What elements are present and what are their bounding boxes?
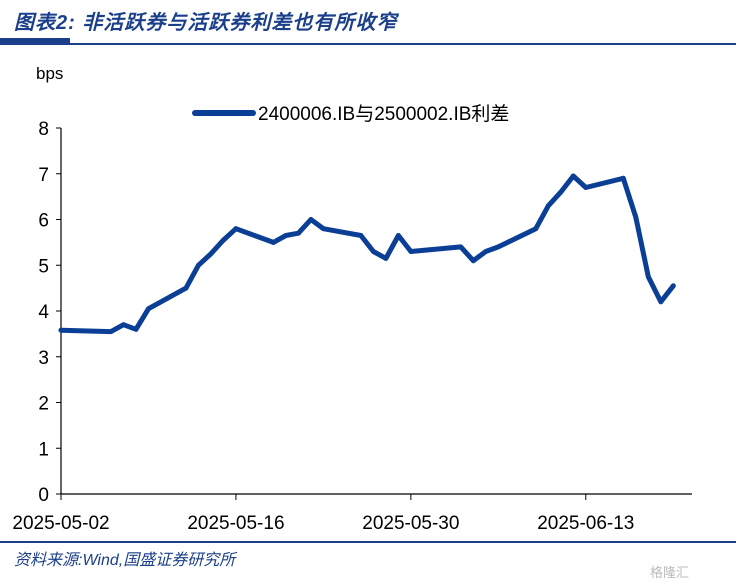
data-point	[183, 285, 189, 291]
x-tick-label: 2025-05-16	[187, 513, 284, 534]
series-line	[58, 173, 676, 335]
data-point	[545, 203, 551, 209]
data-point	[108, 329, 114, 334]
y-axis-unit: bps	[36, 64, 63, 83]
y-tick-label: 8	[38, 119, 49, 140]
series-layer	[58, 173, 676, 335]
y-tick-label: 6	[38, 211, 49, 232]
data-point	[533, 226, 539, 232]
data-point	[233, 226, 239, 232]
data-point	[208, 251, 214, 257]
data-point	[483, 249, 489, 254]
x-axis-ticks: 2025-05-02 2025-05-16 2025-05-30 2025-06-13	[12, 494, 634, 534]
data-point	[308, 217, 314, 222]
title-accent-bar	[0, 38, 70, 43]
data-point	[658, 299, 664, 305]
legend-label: 2400006.IB与2500002.IB利差	[258, 103, 509, 125]
legend: 2400006.IB与2500002.IB利差	[192, 103, 509, 125]
source-divider	[0, 541, 736, 543]
y-tick-label: 3	[38, 348, 49, 369]
data-point	[396, 233, 401, 238]
data-point	[583, 185, 589, 190]
y-tick-label: 7	[38, 165, 49, 186]
data-point	[221, 237, 226, 243]
data-point	[133, 326, 139, 332]
data-point	[670, 283, 676, 289]
x-tick-label: 2025-05-02	[12, 513, 109, 534]
data-point	[321, 226, 326, 232]
y-axis-ticks: 0 1 2 3 4 5 6 7 8	[38, 119, 61, 506]
watermark-logo: 格隆汇	[650, 565, 690, 580]
y-tick-label: 4	[38, 302, 49, 323]
data-point	[196, 262, 201, 268]
data-point	[495, 244, 501, 250]
data-point	[645, 274, 651, 280]
y-tick-label: 0	[38, 485, 49, 506]
data-point	[371, 249, 376, 254]
data-point	[383, 256, 389, 261]
data-point	[296, 230, 301, 236]
line-chart: bps 2400006.IB与2500002.IB利差 0 1 2 3 4 5 6 7 8 20…	[12, 64, 692, 534]
figure-title: 图表2: 非活跃券与活跃券利差也有所收窄	[14, 12, 398, 34]
data-point	[358, 233, 364, 238]
data-point	[570, 173, 576, 179]
data-point	[470, 258, 476, 264]
y-tick-label: 2	[38, 394, 49, 415]
x-tick-label: 2025-05-30	[362, 513, 459, 534]
data-point	[458, 244, 464, 250]
x-tick-label: 2025-06-13	[537, 513, 634, 534]
data-point	[283, 233, 289, 238]
source-note: 资料来源:Wind,国盛证券研究所	[14, 552, 236, 569]
data-point	[558, 189, 564, 195]
y-tick-label: 5	[38, 256, 49, 277]
data-point	[408, 249, 414, 254]
data-point	[633, 214, 639, 220]
title-divider	[0, 43, 736, 45]
y-tick-label: 1	[38, 439, 49, 460]
data-point	[146, 306, 151, 312]
data-point	[271, 240, 276, 245]
data-point	[58, 327, 64, 333]
data-point	[121, 322, 126, 328]
data-point	[620, 175, 626, 181]
